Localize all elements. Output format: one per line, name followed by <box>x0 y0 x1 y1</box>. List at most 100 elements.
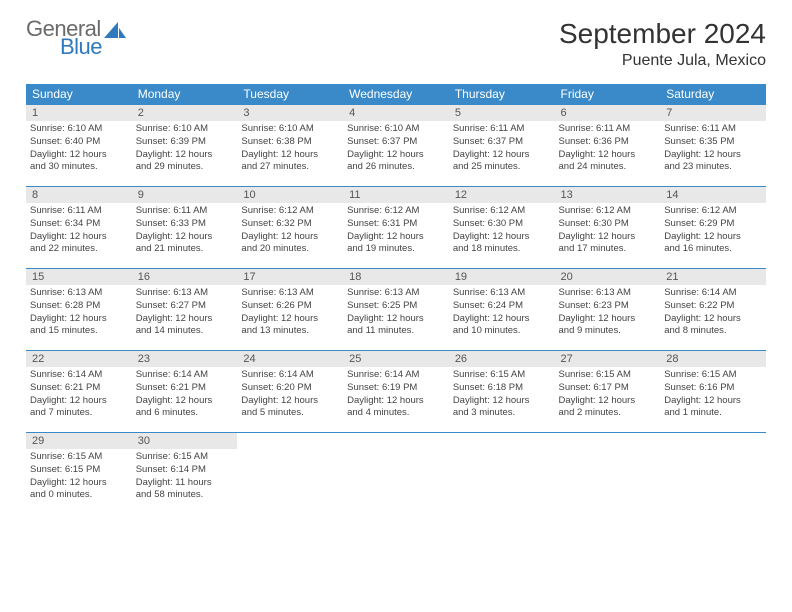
sunset-line: Sunset: 6:22 PM <box>664 300 762 313</box>
daylight-line1: Daylight: 12 hours <box>559 149 657 162</box>
day-body: Sunrise: 6:13 AMSunset: 6:28 PMDaylight:… <box>26 285 132 340</box>
day-body: Sunrise: 6:14 AMSunset: 6:22 PMDaylight:… <box>660 285 766 340</box>
day-number: 12 <box>449 187 555 203</box>
day-cell: 28Sunrise: 6:15 AMSunset: 6:16 PMDayligh… <box>660 351 766 433</box>
daylight-line1: Daylight: 12 hours <box>664 395 762 408</box>
sunset-line: Sunset: 6:30 PM <box>559 218 657 231</box>
day-cell: 19Sunrise: 6:13 AMSunset: 6:24 PMDayligh… <box>449 269 555 351</box>
day-cell: 27Sunrise: 6:15 AMSunset: 6:17 PMDayligh… <box>555 351 661 433</box>
sunrise-line: Sunrise: 6:13 AM <box>453 287 551 300</box>
day-body: Sunrise: 6:11 AMSunset: 6:37 PMDaylight:… <box>449 121 555 176</box>
day-cell: 25Sunrise: 6:14 AMSunset: 6:19 PMDayligh… <box>343 351 449 433</box>
calendar-row: 15Sunrise: 6:13 AMSunset: 6:28 PMDayligh… <box>26 269 766 351</box>
day-cell: 21Sunrise: 6:14 AMSunset: 6:22 PMDayligh… <box>660 269 766 351</box>
sunset-line: Sunset: 6:40 PM <box>30 136 128 149</box>
day-body: Sunrise: 6:11 AMSunset: 6:36 PMDaylight:… <box>555 121 661 176</box>
sunrise-line: Sunrise: 6:12 AM <box>241 205 339 218</box>
daylight-line2: and 8 minutes. <box>664 325 762 338</box>
sunset-line: Sunset: 6:33 PM <box>136 218 234 231</box>
day-body: Sunrise: 6:13 AMSunset: 6:24 PMDaylight:… <box>449 285 555 340</box>
day-body: Sunrise: 6:13 AMSunset: 6:26 PMDaylight:… <box>237 285 343 340</box>
day-number: 25 <box>343 351 449 367</box>
daylight-line1: Daylight: 12 hours <box>30 395 128 408</box>
day-number: 28 <box>660 351 766 367</box>
daylight-line1: Daylight: 12 hours <box>241 395 339 408</box>
daylight-line2: and 30 minutes. <box>30 161 128 174</box>
weekday-header: Sunday <box>26 84 132 105</box>
day-number: 29 <box>26 433 132 449</box>
day-cell: 8Sunrise: 6:11 AMSunset: 6:34 PMDaylight… <box>26 187 132 269</box>
calendar-body: 1Sunrise: 6:10 AMSunset: 6:40 PMDaylight… <box>26 105 766 515</box>
sunset-line: Sunset: 6:34 PM <box>30 218 128 231</box>
daylight-line1: Daylight: 12 hours <box>559 313 657 326</box>
sunrise-line: Sunrise: 6:14 AM <box>347 369 445 382</box>
daylight-line1: Daylight: 12 hours <box>30 231 128 244</box>
sunset-line: Sunset: 6:20 PM <box>241 382 339 395</box>
sunset-line: Sunset: 6:16 PM <box>664 382 762 395</box>
sunset-line: Sunset: 6:30 PM <box>453 218 551 231</box>
calendar-row: 22Sunrise: 6:14 AMSunset: 6:21 PMDayligh… <box>26 351 766 433</box>
calendar-row: 8Sunrise: 6:11 AMSunset: 6:34 PMDaylight… <box>26 187 766 269</box>
daylight-line2: and 10 minutes. <box>453 325 551 338</box>
daylight-line2: and 18 minutes. <box>453 243 551 256</box>
day-cell: 26Sunrise: 6:15 AMSunset: 6:18 PMDayligh… <box>449 351 555 433</box>
sunset-line: Sunset: 6:15 PM <box>30 464 128 477</box>
daylight-line2: and 22 minutes. <box>30 243 128 256</box>
daylight-line2: and 5 minutes. <box>241 407 339 420</box>
daylight-line1: Daylight: 12 hours <box>664 313 762 326</box>
daylight-line2: and 6 minutes. <box>136 407 234 420</box>
day-cell: 23Sunrise: 6:14 AMSunset: 6:21 PMDayligh… <box>132 351 238 433</box>
weekday-header: Wednesday <box>343 84 449 105</box>
daylight-line2: and 9 minutes. <box>559 325 657 338</box>
day-cell: 14Sunrise: 6:12 AMSunset: 6:29 PMDayligh… <box>660 187 766 269</box>
sunset-line: Sunset: 6:18 PM <box>453 382 551 395</box>
day-number: 10 <box>237 187 343 203</box>
day-body: Sunrise: 6:11 AMSunset: 6:35 PMDaylight:… <box>660 121 766 176</box>
daylight-line1: Daylight: 12 hours <box>30 477 128 490</box>
weekday-header: Friday <box>555 84 661 105</box>
daylight-line1: Daylight: 12 hours <box>136 231 234 244</box>
daylight-line2: and 15 minutes. <box>30 325 128 338</box>
sunset-line: Sunset: 6:25 PM <box>347 300 445 313</box>
sunrise-line: Sunrise: 6:11 AM <box>559 123 657 136</box>
day-cell: 11Sunrise: 6:12 AMSunset: 6:31 PMDayligh… <box>343 187 449 269</box>
day-body: Sunrise: 6:14 AMSunset: 6:20 PMDaylight:… <box>237 367 343 422</box>
daylight-line1: Daylight: 12 hours <box>241 149 339 162</box>
daylight-line1: Daylight: 12 hours <box>453 313 551 326</box>
day-number: 20 <box>555 269 661 285</box>
daylight-line2: and 7 minutes. <box>30 407 128 420</box>
day-cell: 10Sunrise: 6:12 AMSunset: 6:32 PMDayligh… <box>237 187 343 269</box>
daylight-line2: and 3 minutes. <box>453 407 551 420</box>
day-cell: 18Sunrise: 6:13 AMSunset: 6:25 PMDayligh… <box>343 269 449 351</box>
day-number: 9 <box>132 187 238 203</box>
daylight-line2: and 58 minutes. <box>136 489 234 502</box>
day-cell: 9Sunrise: 6:11 AMSunset: 6:33 PMDaylight… <box>132 187 238 269</box>
day-number: 11 <box>343 187 449 203</box>
day-body: Sunrise: 6:13 AMSunset: 6:23 PMDaylight:… <box>555 285 661 340</box>
day-body: Sunrise: 6:12 AMSunset: 6:30 PMDaylight:… <box>449 203 555 258</box>
day-body: Sunrise: 6:15 AMSunset: 6:14 PMDaylight:… <box>132 449 238 504</box>
day-number: 21 <box>660 269 766 285</box>
empty-cell <box>449 433 555 515</box>
day-number: 30 <box>132 433 238 449</box>
day-cell: 29Sunrise: 6:15 AMSunset: 6:15 PMDayligh… <box>26 433 132 515</box>
daylight-line1: Daylight: 12 hours <box>30 313 128 326</box>
daylight-line2: and 4 minutes. <box>347 407 445 420</box>
daylight-line2: and 19 minutes. <box>347 243 445 256</box>
weekday-header: Tuesday <box>237 84 343 105</box>
sunset-line: Sunset: 6:39 PM <box>136 136 234 149</box>
daylight-line1: Daylight: 12 hours <box>136 313 234 326</box>
day-number: 14 <box>660 187 766 203</box>
day-number: 16 <box>132 269 238 285</box>
sunset-line: Sunset: 6:14 PM <box>136 464 234 477</box>
daylight-line1: Daylight: 12 hours <box>453 149 551 162</box>
day-cell: 20Sunrise: 6:13 AMSunset: 6:23 PMDayligh… <box>555 269 661 351</box>
daylight-line2: and 21 minutes. <box>136 243 234 256</box>
daylight-line2: and 17 minutes. <box>559 243 657 256</box>
calendar-row: 1Sunrise: 6:10 AMSunset: 6:40 PMDaylight… <box>26 105 766 187</box>
day-number: 17 <box>237 269 343 285</box>
sunset-line: Sunset: 6:37 PM <box>347 136 445 149</box>
day-number: 3 <box>237 105 343 121</box>
day-cell: 13Sunrise: 6:12 AMSunset: 6:30 PMDayligh… <box>555 187 661 269</box>
empty-cell <box>237 433 343 515</box>
